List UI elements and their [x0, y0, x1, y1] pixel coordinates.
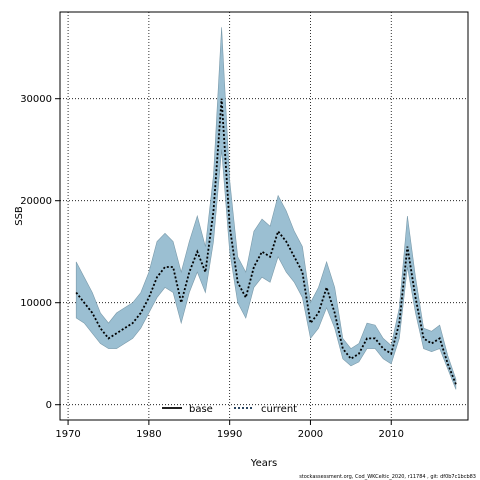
- x-tick-label: 1990: [217, 429, 242, 440]
- y-tick-label: 30000: [20, 94, 52, 105]
- y-axis-ticks: 0 10000 20000 30000: [20, 94, 60, 411]
- x-tick-label: 1980: [136, 429, 161, 440]
- legend-base-label: base: [189, 404, 213, 415]
- x-tick-label: 2000: [298, 429, 323, 440]
- y-tick-label: 20000: [20, 196, 52, 207]
- plot-border: [59, 11, 469, 421]
- legend: base current: [162, 404, 297, 415]
- y-axis-title: SSB: [14, 206, 25, 226]
- plot-background: [60, 12, 468, 420]
- x-tick-label: 2010: [379, 429, 404, 440]
- series-current-line: [75, 98, 457, 385]
- y-tick-label: 10000: [20, 298, 52, 309]
- x-axis-title: Years: [250, 458, 277, 469]
- footer-credit: stockassessment.org, Cod_WKCeltic_2020, …: [299, 474, 476, 480]
- legend-current-label: current: [261, 404, 297, 415]
- x-tick-label: 1970: [55, 429, 80, 440]
- x-axis-ticks: 1970 1980 1990 2000 2010: [55, 420, 404, 440]
- y-tick-label: 0: [46, 400, 52, 411]
- confidence-band: [75, 27, 457, 390]
